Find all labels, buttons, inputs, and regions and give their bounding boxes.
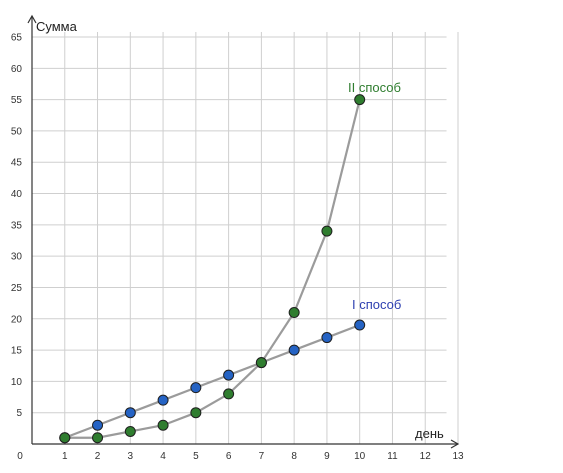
data-point <box>223 388 235 400</box>
data-point <box>157 394 169 406</box>
x-tick-label: 10 <box>354 451 366 462</box>
data-point <box>59 432 71 444</box>
y-tick-label: 5 <box>16 408 22 419</box>
y-tick-label: 65 <box>11 33 23 44</box>
x-tick-label: 7 <box>259 451 265 462</box>
series: I способ II способ <box>59 80 401 444</box>
series-line <box>64 324 361 439</box>
x-tick-label: 11 <box>387 451 398 462</box>
x-tick-label: 13 <box>452 451 464 462</box>
data-point <box>157 419 169 431</box>
axes <box>27 14 460 449</box>
data-point <box>255 357 267 369</box>
x-tick-label: 9 <box>324 451 330 462</box>
y-tick-label: 20 <box>11 314 23 325</box>
data-point <box>190 382 202 394</box>
y-tick-label: 40 <box>11 189 23 200</box>
x-tick-label: 4 <box>160 451 166 462</box>
data-point <box>288 344 300 356</box>
data-point <box>92 432 104 444</box>
x-tick-label: 2 <box>95 451 101 462</box>
y-tick-label: 60 <box>11 64 23 75</box>
y-tick-label: 45 <box>11 158 23 169</box>
x-axis-label: день <box>415 426 444 441</box>
x-tick-label: 5 <box>193 451 199 462</box>
series-line <box>64 99 361 439</box>
x-axis-arrow-icon <box>450 439 460 449</box>
data-point <box>288 307 300 319</box>
y-axis-arrow-icon <box>27 14 37 24</box>
x-tick-label: 12 <box>420 451 432 462</box>
y-tick-label: 15 <box>11 346 23 357</box>
data-point <box>124 425 136 437</box>
tick-labels: 1 2 3 4 5 6 7 8 9 10 11 12 1351015202530354045505560… <box>11 33 464 462</box>
x-tick-label: 3 <box>128 451 134 462</box>
y-tick-label: 50 <box>11 126 23 137</box>
data-point <box>92 419 104 431</box>
y-tick-label: 25 <box>11 283 23 294</box>
data-point <box>190 407 202 419</box>
series-label: I способ <box>352 297 401 312</box>
data-point <box>354 94 366 106</box>
x-tick-label: 8 <box>291 451 297 462</box>
x-tick-label: 6 <box>226 451 232 462</box>
y-axis-label: Сумма <box>36 19 78 34</box>
x-tick-label: 1 <box>62 451 68 462</box>
data-point <box>321 332 333 344</box>
data-point <box>223 369 235 381</box>
data-point <box>354 319 366 331</box>
origin-tick-label: 0 <box>17 451 23 462</box>
y-tick-label: 55 <box>11 95 23 106</box>
data-point <box>124 407 136 419</box>
y-tick-label: 30 <box>11 252 23 263</box>
y-tick-label: 35 <box>11 220 23 231</box>
y-tick-label: 10 <box>11 377 23 388</box>
grid <box>32 32 459 444</box>
data-point <box>321 225 333 237</box>
series-label: II способ <box>348 80 401 95</box>
